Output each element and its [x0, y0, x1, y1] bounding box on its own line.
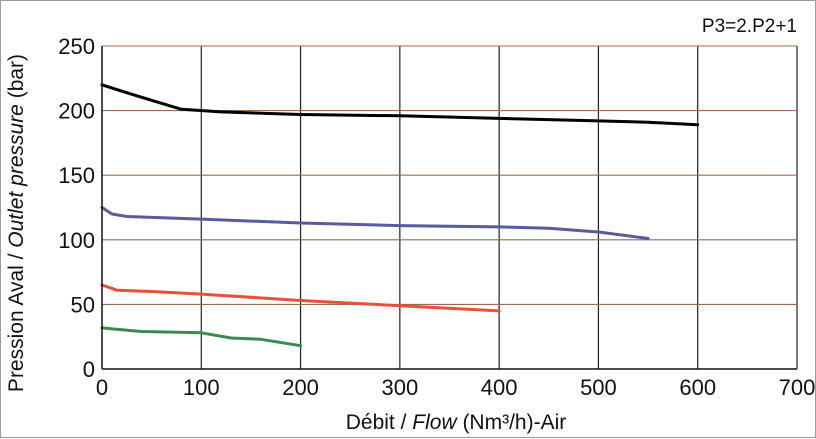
y-axis-title-part2: Outlet pressure [5, 104, 28, 248]
x-axis-title: Débit / Flow (Nm³/h)-Air [346, 411, 567, 434]
axes [101, 46, 797, 370]
grid [102, 45, 798, 369]
series-line-3 [100, 283, 501, 313]
x-tick-label-300: 300 [381, 375, 418, 400]
x-tick-label-200: 200 [282, 375, 319, 400]
y-tick-label-0: 0 [83, 357, 95, 382]
x-tick-label-0: 0 [96, 375, 108, 400]
y-tick-label-150: 150 [58, 163, 95, 188]
x-axis-title-part1: Débit / [346, 411, 413, 434]
x-axis-title-part3: (Nm³/h)-Air [457, 411, 567, 434]
x-axis-title-part2: Flow [412, 411, 458, 434]
y-tick-label-100: 100 [58, 228, 95, 253]
series-layer [100, 83, 700, 348]
formula-annotation: P3=2.P2+1 [702, 16, 797, 37]
y-axis-title-part1: Pression Aval / [5, 248, 28, 392]
y-axis-title-part3: (bar) [5, 54, 28, 104]
x-tick-label-400: 400 [481, 375, 518, 400]
y-axis-title: Pression Aval / Outlet pressure (bar) [5, 54, 28, 392]
series-line-1 [100, 83, 700, 127]
series-line-4 [100, 326, 303, 348]
tick-labels: 0 100 200 300 400 500 600 700 0 50 100 150 200 250 [58, 34, 815, 400]
y-tick-label-50: 50 [71, 292, 95, 317]
y-tick-label-250: 250 [58, 34, 95, 59]
x-tick-label-100: 100 [183, 375, 220, 400]
x-tick-label-700: 700 [779, 375, 816, 400]
x-tick-label-600: 600 [679, 375, 716, 400]
y-tick-label-200: 200 [58, 99, 95, 124]
x-tick-label-500: 500 [580, 375, 617, 400]
series-line-2 [100, 206, 650, 240]
